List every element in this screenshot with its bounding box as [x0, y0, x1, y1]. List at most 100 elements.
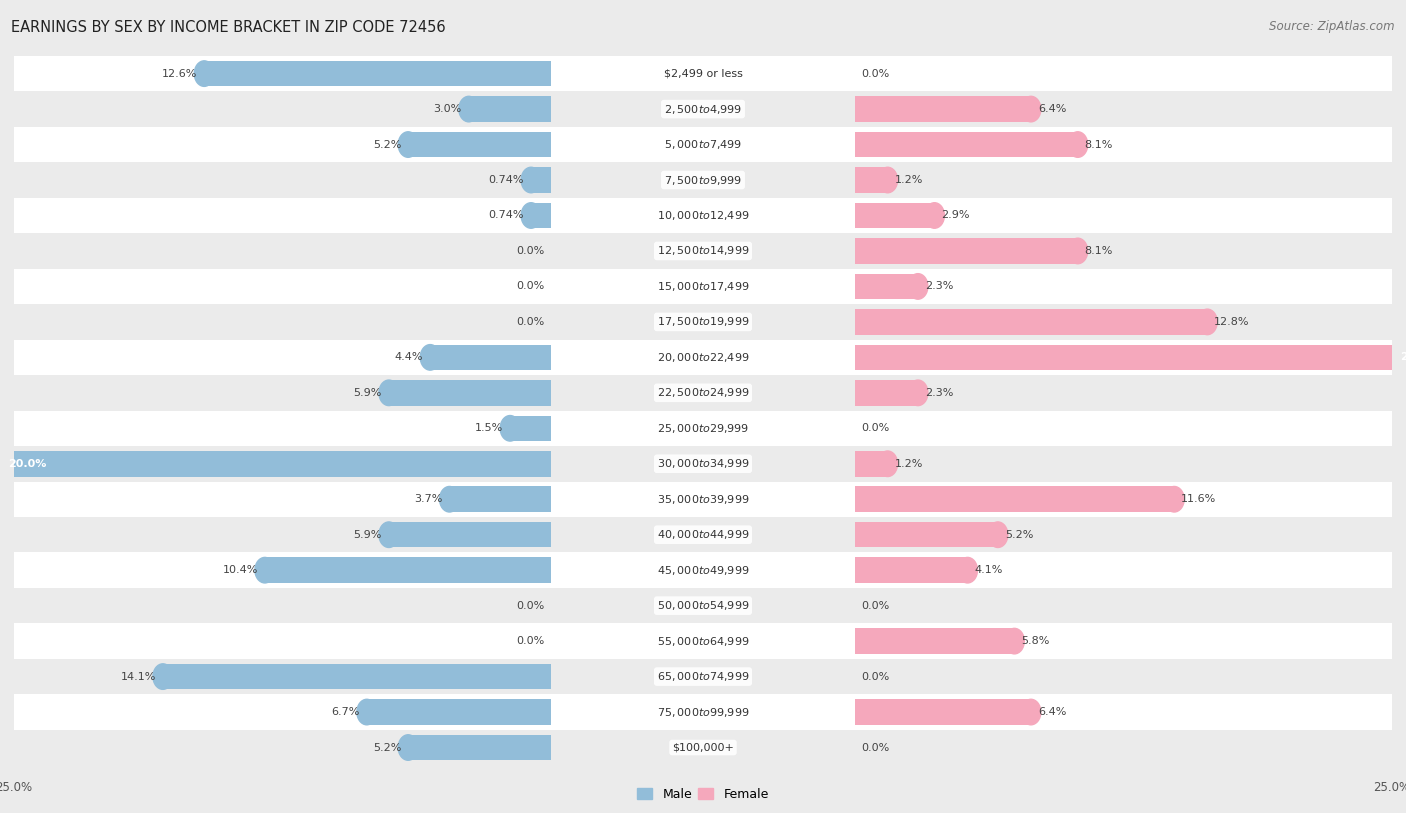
Bar [14, 588, 1392, 624]
Text: 0.74%: 0.74% [489, 175, 524, 185]
Text: 6.4%: 6.4% [1038, 104, 1066, 114]
Bar [14, 198, 1392, 233]
Bar [855, 96, 1031, 122]
Circle shape [877, 167, 897, 193]
Bar [855, 380, 918, 406]
Bar [14, 624, 1392, 659]
Text: $65,000 to $74,999: $65,000 to $74,999 [657, 670, 749, 683]
Bar [14, 233, 1392, 268]
Bar [14, 694, 1392, 730]
Text: $45,000 to $49,999: $45,000 to $49,999 [657, 563, 749, 576]
Text: Source: ZipAtlas.com: Source: ZipAtlas.com [1270, 20, 1395, 33]
Text: $30,000 to $34,999: $30,000 to $34,999 [657, 457, 749, 470]
Bar [855, 345, 1406, 370]
Circle shape [357, 699, 377, 725]
Bar [14, 659, 1392, 694]
Text: 12.8%: 12.8% [1215, 317, 1250, 327]
Bar [14, 127, 1392, 163]
Text: $10,000 to $12,499: $10,000 to $12,499 [657, 209, 749, 222]
Bar [855, 451, 887, 476]
Text: 1.2%: 1.2% [894, 175, 922, 185]
Circle shape [1021, 96, 1040, 122]
Bar [264, 558, 551, 583]
Text: $55,000 to $64,999: $55,000 to $64,999 [657, 635, 749, 648]
Text: $25,000 to $29,999: $25,000 to $29,999 [657, 422, 749, 435]
Bar [14, 268, 1392, 304]
Circle shape [957, 558, 977, 583]
Bar [531, 202, 551, 228]
Bar [408, 735, 551, 760]
Text: 5.8%: 5.8% [1021, 636, 1050, 646]
Text: 5.2%: 5.2% [373, 140, 401, 150]
Circle shape [398, 735, 418, 760]
Circle shape [153, 663, 173, 689]
Text: 1.2%: 1.2% [894, 459, 922, 469]
Bar [855, 309, 1208, 335]
Circle shape [194, 61, 214, 86]
Circle shape [1004, 628, 1025, 654]
Text: $50,000 to $54,999: $50,000 to $54,999 [657, 599, 749, 612]
Bar [855, 274, 918, 299]
Legend: Male, Female: Male, Female [633, 783, 773, 806]
Text: 12.6%: 12.6% [162, 68, 197, 79]
Text: 6.7%: 6.7% [332, 707, 360, 717]
Text: 0.0%: 0.0% [516, 601, 544, 611]
Text: EARNINGS BY SEX BY INCOME BRACKET IN ZIP CODE 72456: EARNINGS BY SEX BY INCOME BRACKET IN ZIP… [11, 20, 446, 35]
Bar [14, 446, 1392, 481]
Bar [855, 558, 967, 583]
Text: 0.0%: 0.0% [516, 636, 544, 646]
Text: 8.1%: 8.1% [1084, 246, 1114, 256]
Circle shape [380, 522, 399, 547]
Bar [14, 730, 1392, 765]
Bar [389, 380, 551, 406]
Text: $15,000 to $17,499: $15,000 to $17,499 [657, 280, 749, 293]
Bar [367, 699, 551, 725]
Text: $75,000 to $99,999: $75,000 to $99,999 [657, 706, 749, 719]
Circle shape [925, 202, 945, 228]
Text: $12,500 to $14,999: $12,500 to $14,999 [657, 245, 749, 258]
Text: 0.0%: 0.0% [862, 68, 890, 79]
Bar [14, 553, 1392, 588]
Bar [855, 522, 998, 547]
Text: 3.0%: 3.0% [433, 104, 461, 114]
Text: 5.9%: 5.9% [353, 388, 382, 398]
Bar [855, 628, 1014, 654]
Circle shape [877, 451, 897, 476]
Text: $2,499 or less: $2,499 or less [664, 68, 742, 79]
Circle shape [501, 415, 520, 441]
Bar [468, 96, 551, 122]
Text: 0.0%: 0.0% [862, 742, 890, 753]
Text: 14.1%: 14.1% [121, 672, 156, 681]
Circle shape [420, 345, 440, 370]
Circle shape [522, 202, 541, 228]
Circle shape [1198, 309, 1218, 335]
Circle shape [398, 132, 418, 158]
Text: $5,000 to $7,499: $5,000 to $7,499 [664, 138, 742, 151]
Circle shape [0, 451, 10, 476]
Text: 0.0%: 0.0% [862, 672, 890, 681]
Bar [389, 522, 551, 547]
Bar [855, 167, 887, 193]
Circle shape [988, 522, 1008, 547]
Bar [14, 163, 1392, 198]
Bar [14, 91, 1392, 127]
Text: $35,000 to $39,999: $35,000 to $39,999 [657, 493, 749, 506]
Text: $40,000 to $44,999: $40,000 to $44,999 [657, 528, 749, 541]
Bar [14, 517, 1392, 553]
Text: 2.9%: 2.9% [942, 211, 970, 220]
Text: 5.2%: 5.2% [1005, 530, 1033, 540]
Circle shape [1164, 486, 1184, 512]
Text: 10.4%: 10.4% [222, 565, 257, 575]
Text: 11.6%: 11.6% [1181, 494, 1216, 504]
Text: 0.0%: 0.0% [862, 601, 890, 611]
Text: 0.74%: 0.74% [489, 211, 524, 220]
Bar [855, 202, 935, 228]
Bar [0, 451, 551, 476]
Bar [14, 375, 1392, 411]
Circle shape [380, 380, 399, 406]
Text: 1.5%: 1.5% [475, 424, 503, 433]
Text: 0.0%: 0.0% [862, 424, 890, 433]
Text: $7,500 to $9,999: $7,500 to $9,999 [664, 173, 742, 186]
Bar [204, 61, 551, 86]
Text: 20.0%: 20.0% [8, 459, 46, 469]
